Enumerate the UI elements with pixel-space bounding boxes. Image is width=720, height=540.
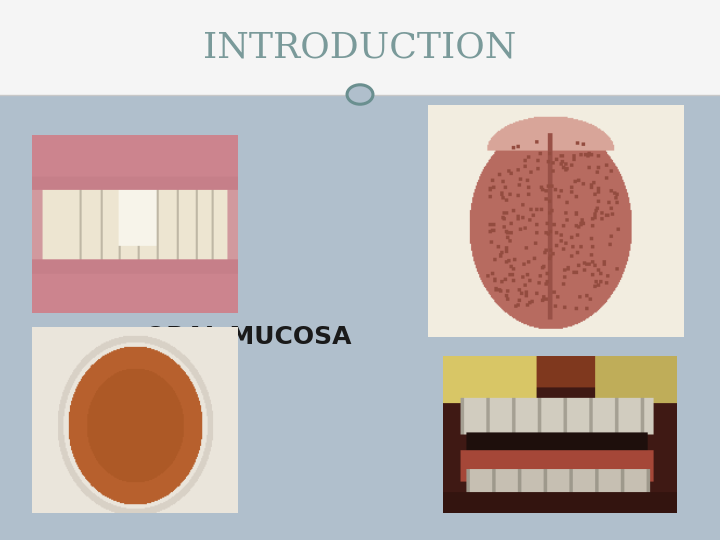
Bar <box>0 0 720 94</box>
Bar <box>0 94 720 540</box>
Text: ORAL MUCOSA: ORAL MUCOSA <box>145 326 351 349</box>
Circle shape <box>347 85 373 104</box>
Text: INTRODUCTION: INTRODUCTION <box>203 30 517 64</box>
